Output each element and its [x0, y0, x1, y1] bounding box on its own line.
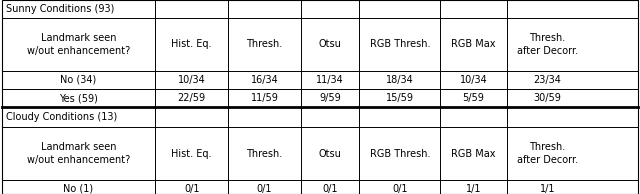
Text: Thresh.: Thresh.	[246, 39, 282, 49]
Text: No (34): No (34)	[60, 75, 97, 85]
Text: 1/1: 1/1	[466, 184, 481, 194]
Text: 0/1: 0/1	[392, 184, 408, 194]
Text: 22/59: 22/59	[178, 93, 205, 103]
Text: No (1): No (1)	[63, 184, 93, 194]
Text: Otsu: Otsu	[319, 39, 342, 49]
Text: 11/59: 11/59	[250, 93, 278, 103]
Text: RGB Max: RGB Max	[451, 149, 496, 158]
Text: Yes (59): Yes (59)	[59, 93, 98, 103]
Text: 23/34: 23/34	[533, 75, 561, 85]
Text: 11/34: 11/34	[316, 75, 344, 85]
Text: Thresh.
after Decorr.: Thresh. after Decorr.	[516, 142, 578, 165]
Text: RGB Thresh.: RGB Thresh.	[369, 39, 430, 49]
Text: 0/1: 0/1	[323, 184, 338, 194]
Text: Thresh.: Thresh.	[246, 149, 282, 158]
Text: 16/34: 16/34	[250, 75, 278, 85]
Text: 30/59: 30/59	[533, 93, 561, 103]
Text: Sunny Conditions (93): Sunny Conditions (93)	[6, 4, 114, 14]
Text: 10/34: 10/34	[178, 75, 205, 85]
Text: Hist. Eq.: Hist. Eq.	[172, 149, 212, 158]
Text: Landmark seen
w/out enhancement?: Landmark seen w/out enhancement?	[27, 33, 130, 56]
Text: Otsu: Otsu	[319, 149, 342, 158]
Text: Hist. Eq.: Hist. Eq.	[172, 39, 212, 49]
Text: Landmark seen
w/out enhancement?: Landmark seen w/out enhancement?	[27, 142, 130, 165]
Text: Thresh.
after Decorr.: Thresh. after Decorr.	[516, 33, 578, 56]
Text: 1/1: 1/1	[540, 184, 555, 194]
Text: Cloudy Conditions (13): Cloudy Conditions (13)	[6, 112, 117, 122]
Text: 0/1: 0/1	[257, 184, 272, 194]
Text: 5/59: 5/59	[463, 93, 484, 103]
Text: 10/34: 10/34	[460, 75, 488, 85]
Text: RGB Max: RGB Max	[451, 39, 496, 49]
Text: 9/59: 9/59	[319, 93, 341, 103]
Text: 15/59: 15/59	[386, 93, 414, 103]
Text: RGB Thresh.: RGB Thresh.	[369, 149, 430, 158]
Text: 0/1: 0/1	[184, 184, 200, 194]
Text: 18/34: 18/34	[386, 75, 413, 85]
